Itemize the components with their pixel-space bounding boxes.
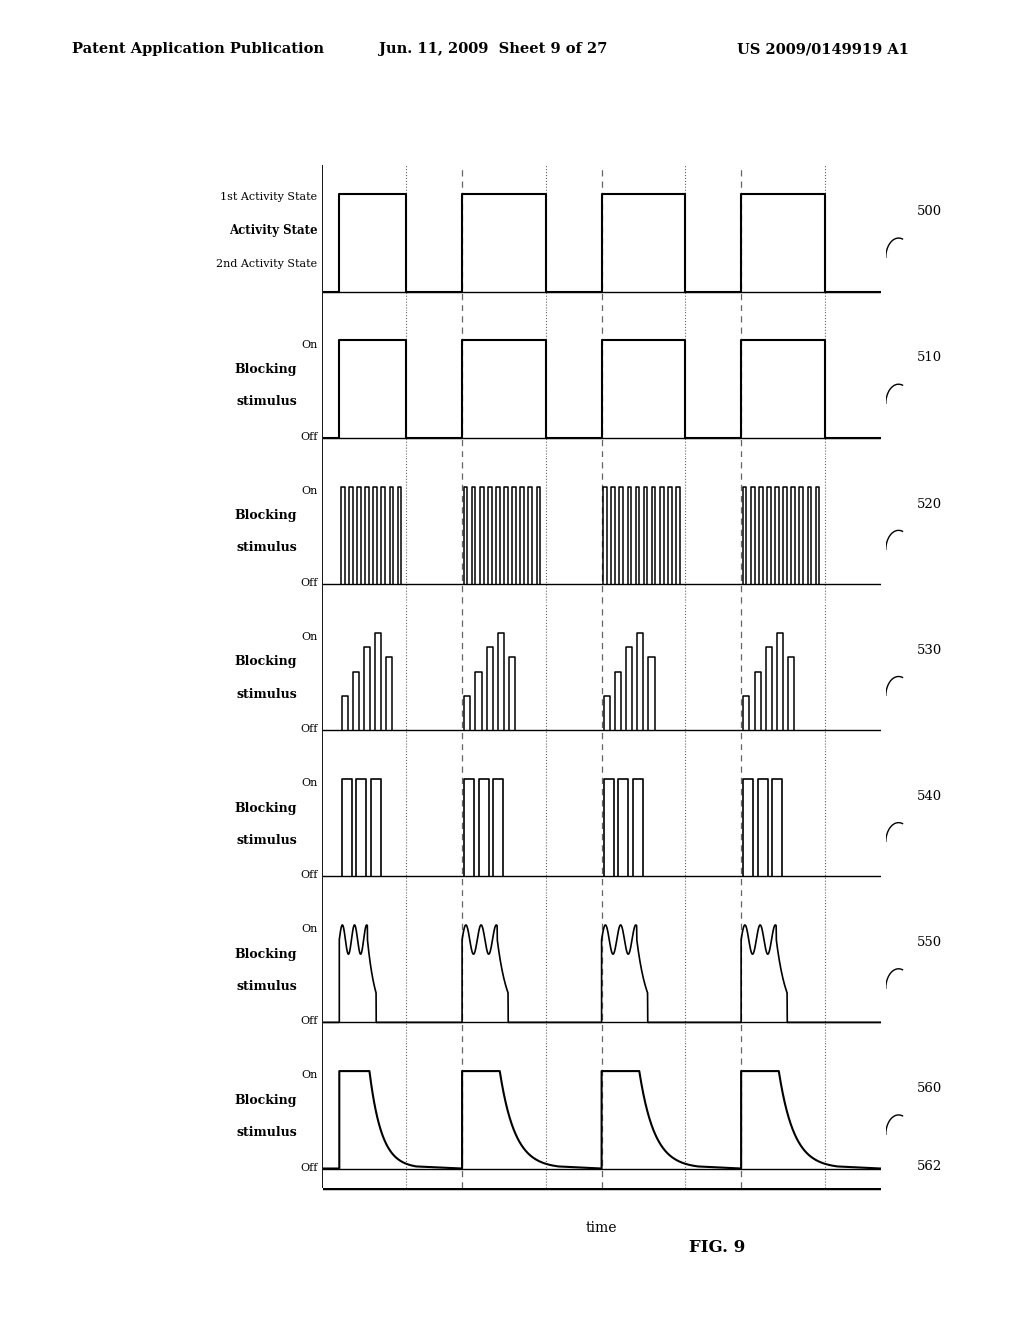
Text: On: On <box>301 339 317 350</box>
Text: Blocking: Blocking <box>234 363 297 376</box>
Text: On: On <box>301 486 317 496</box>
Text: On: On <box>301 1071 317 1081</box>
Text: stimulus: stimulus <box>237 688 297 701</box>
Text: 562: 562 <box>916 1159 942 1172</box>
Text: Off: Off <box>300 432 317 442</box>
Text: Off: Off <box>300 1163 317 1172</box>
Text: Activity State: Activity State <box>228 224 317 238</box>
Text: 500: 500 <box>916 206 942 218</box>
Text: Blocking: Blocking <box>234 948 297 961</box>
Text: stimulus: stimulus <box>237 541 297 554</box>
Text: On: On <box>301 632 317 642</box>
Text: 2nd Activity State: 2nd Activity State <box>216 259 317 269</box>
Text: 550: 550 <box>916 936 942 949</box>
Text: 520: 520 <box>916 498 942 511</box>
Text: Off: Off <box>300 578 317 587</box>
Text: On: On <box>301 924 317 935</box>
Text: Off: Off <box>300 725 317 734</box>
Text: Off: Off <box>300 870 317 880</box>
Text: Blocking: Blocking <box>234 656 297 668</box>
Text: 540: 540 <box>916 789 942 803</box>
Text: 1st Activity State: 1st Activity State <box>220 193 317 202</box>
Text: 510: 510 <box>916 351 942 364</box>
Text: On: On <box>301 779 317 788</box>
Text: stimulus: stimulus <box>237 834 297 846</box>
Text: time: time <box>586 1221 617 1236</box>
Text: US 2009/0149919 A1: US 2009/0149919 A1 <box>737 42 909 57</box>
Text: stimulus: stimulus <box>237 1126 297 1139</box>
Text: Blocking: Blocking <box>234 1094 297 1106</box>
Text: 530: 530 <box>916 644 942 656</box>
Text: Patent Application Publication: Patent Application Publication <box>72 42 324 57</box>
Text: stimulus: stimulus <box>237 979 297 993</box>
Text: Off: Off <box>300 1016 317 1027</box>
Text: Blocking: Blocking <box>234 801 297 814</box>
Text: Blocking: Blocking <box>234 510 297 523</box>
Text: Jun. 11, 2009  Sheet 9 of 27: Jun. 11, 2009 Sheet 9 of 27 <box>379 42 607 57</box>
Text: 560: 560 <box>916 1082 942 1096</box>
Text: stimulus: stimulus <box>237 395 297 408</box>
Text: FIG. 9: FIG. 9 <box>689 1239 744 1255</box>
